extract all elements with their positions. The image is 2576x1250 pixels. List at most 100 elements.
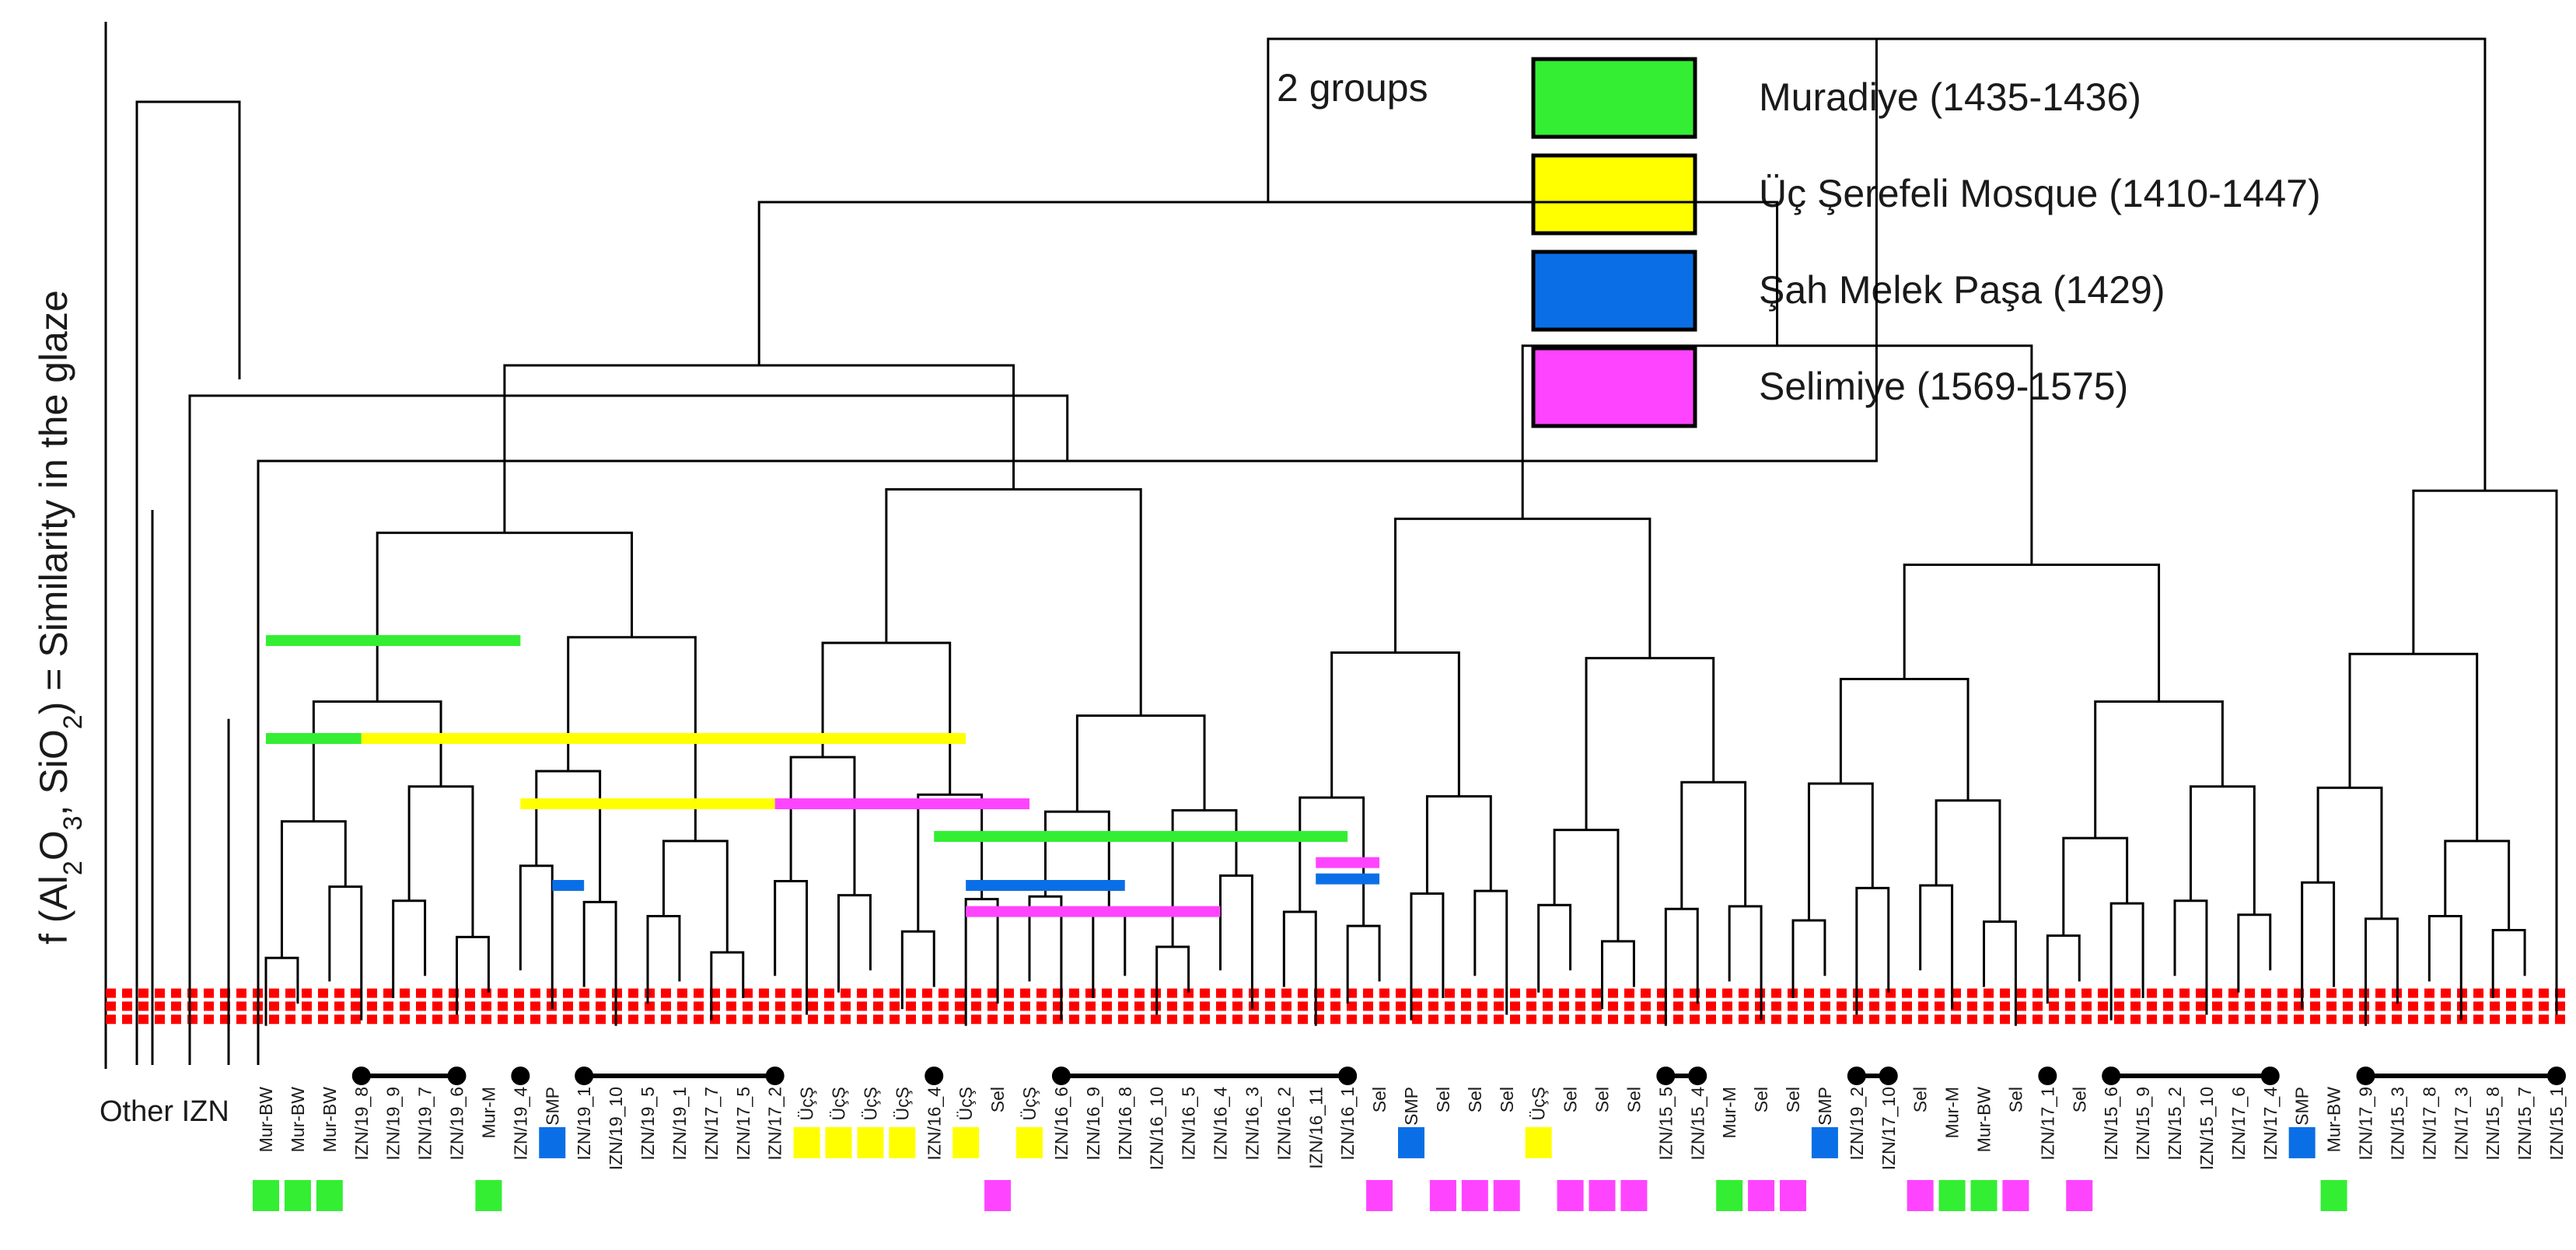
marker-7 — [475, 1180, 502, 1211]
link-1-2 — [328, 885, 363, 1021]
link-2-20 — [1553, 829, 1620, 941]
link-2-22 — [1680, 780, 1747, 910]
leaf-label-11: IZN/19_10 — [606, 1087, 626, 1170]
link-2-18 — [1425, 794, 1492, 894]
leaf-label-54: Mur-BW — [1974, 1087, 1994, 1153]
leaf-label-12: IZN/19_5 — [638, 1087, 658, 1161]
link-1-18 — [837, 894, 872, 993]
leaf-label-7: Mur-M — [478, 1087, 498, 1138]
leaf-label-33: IZN/16_11 — [1305, 1087, 1326, 1169]
leaf-label-60: IZN/15_2 — [2165, 1087, 2185, 1161]
leaf-label-2: Mur-BW — [320, 1087, 340, 1153]
link-1-62 — [2237, 913, 2272, 993]
marker-9 — [539, 1127, 566, 1158]
marker-23 — [984, 1180, 1012, 1211]
connector-dot-9-a — [2356, 1067, 2375, 1085]
connector-dot-4-b — [1338, 1067, 1358, 1085]
dendrogram-tree — [135, 37, 2558, 1065]
link-2-0 — [280, 820, 347, 958]
marker-22 — [952, 1127, 980, 1158]
leaf-label-3: IZN/19_8 — [351, 1087, 372, 1161]
legend-label-0: Muradiye (1435-1436) — [1759, 75, 2141, 119]
izn-connectors — [351, 1067, 2566, 1085]
leaf-label-38: Sel — [1465, 1087, 1485, 1112]
marker-19 — [857, 1127, 884, 1158]
ylabel-post: ) = Similarity in the glaze — [32, 290, 75, 714]
link-5-0 — [503, 364, 1015, 533]
leaf-label-9: SMP — [542, 1087, 562, 1126]
leaf-label-1: Mur-BW — [288, 1087, 308, 1153]
link-2-28 — [2062, 836, 2129, 936]
legend-swatch-0 — [1531, 57, 1697, 139]
leaf-label-29: IZN/16_5 — [1179, 1087, 1199, 1161]
leaf-label-22: ÜçŞ — [956, 1087, 976, 1120]
leaf-label-49: SMP — [1815, 1087, 1835, 1126]
legend-label-3: Selimiye (1569-1575) — [1759, 365, 2128, 408]
leaf-label-16: IZN/17_2 — [765, 1087, 785, 1161]
link-1-42 — [1601, 940, 1635, 1010]
link-2-24 — [1807, 782, 1874, 920]
marker-47 — [1748, 1180, 1775, 1211]
marker-0 — [253, 1180, 279, 1211]
leaf-label-30: IZN/16_4 — [1211, 1087, 1231, 1161]
link-1-8 — [519, 864, 554, 1010]
leaf-label-62: IZN/17_6 — [2228, 1087, 2249, 1161]
connector-dot-0-b — [447, 1067, 467, 1085]
leaf-label-19: ÜçŞ — [860, 1087, 880, 1120]
marker-38 — [1461, 1180, 1488, 1211]
cluster-bars — [266, 635, 1380, 917]
group-markers — [253, 1127, 2347, 1211]
leaf-label-47: Sel — [1751, 1087, 1771, 1112]
leaf-label-35: Sel — [1369, 1087, 1389, 1112]
leaf-label-20: ÜçŞ — [892, 1087, 912, 1120]
connector-dot-6-a — [1847, 1067, 1866, 1085]
leaf-label-15: IZN/17_5 — [733, 1087, 753, 1161]
marker-20 — [889, 1127, 916, 1158]
connector-dot-0-a — [351, 1067, 371, 1085]
marker-42 — [1589, 1180, 1616, 1211]
leaf-label-23: Sel — [987, 1087, 1008, 1112]
link-1-48 — [1791, 919, 1826, 998]
link-3-12 — [1839, 678, 1970, 801]
leaf-label-5: IZN/19_7 — [415, 1087, 435, 1161]
leaf-label-43: Sel — [1624, 1087, 1644, 1112]
link-2-2 — [407, 785, 474, 938]
marker-36 — [1398, 1127, 1424, 1158]
leaf-label-17: ÜçŞ — [797, 1087, 817, 1120]
leaf-label-57: Sel — [2069, 1087, 2089, 1112]
leaf-label-66: IZN/17_9 — [2356, 1087, 2376, 1161]
leaf-label-65: Mur-BW — [2324, 1087, 2344, 1153]
leaf-label-8: IZN/19_4 — [510, 1087, 530, 1161]
marker-57 — [2066, 1180, 2093, 1211]
link-3-16 — [2348, 652, 2479, 841]
connector-dot-6-b — [1879, 1067, 1898, 1085]
leaf-label-39: Sel — [1497, 1087, 1517, 1112]
marker-1 — [284, 1180, 311, 1211]
legend-swatch-2 — [1531, 250, 1697, 332]
link-4-4 — [1394, 517, 1652, 658]
leaf-label-10: IZN/19_1 — [574, 1087, 594, 1161]
leaf-label-28: IZN/16_10 — [1147, 1087, 1167, 1170]
outlier-join-2 — [188, 394, 1069, 575]
connector-dot-2-a — [575, 1067, 594, 1085]
marker-64 — [2288, 1127, 2316, 1158]
leaf-label-64: SMP — [2292, 1087, 2312, 1126]
leaf-labels: Mur-BW Mur-BW Mur-BW IZN/19_8 IZN/19_9 IZN/19… — [256, 1087, 2567, 1171]
connector-dot-8-a — [2102, 1067, 2121, 1085]
leaf-label-42: Sel — [1592, 1087, 1613, 1112]
ylabel-pre: f (Al — [32, 875, 75, 944]
link-2-30 — [2189, 785, 2256, 915]
leaf-label-61: IZN/15_10 — [2197, 1087, 2217, 1170]
ylabel-sub1: 2 — [58, 861, 88, 875]
marker-48 — [1780, 1180, 1806, 1211]
marker-53 — [1938, 1180, 1966, 1211]
leaf-label-34: IZN/16_1 — [1337, 1087, 1358, 1161]
link-3-6 — [1075, 714, 1206, 812]
link-4-0 — [376, 531, 634, 702]
connector-dot-3-a — [924, 1067, 944, 1085]
link-4-8 — [2412, 489, 2558, 1015]
leaf-label-63: IZN/17_4 — [2260, 1087, 2281, 1161]
connector-dot-4-a — [1051, 1067, 1071, 1085]
link-3-0 — [312, 700, 442, 822]
